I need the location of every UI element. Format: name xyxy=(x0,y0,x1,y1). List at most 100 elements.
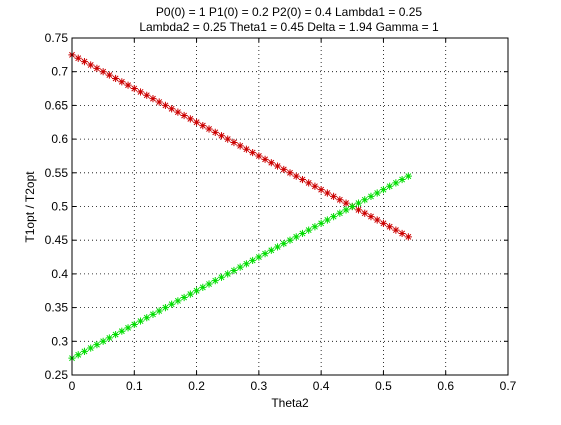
data-point xyxy=(342,206,350,214)
data-point xyxy=(280,165,288,174)
y-tick-label: 0.75 xyxy=(45,31,69,45)
data-point xyxy=(323,216,331,224)
data-point xyxy=(348,202,356,211)
data-point xyxy=(361,209,369,217)
data-point xyxy=(305,226,313,234)
data-point xyxy=(261,155,269,163)
data-point xyxy=(180,293,188,302)
data-point xyxy=(224,135,232,143)
data-point xyxy=(186,290,194,298)
data-point xyxy=(379,186,388,194)
data-point xyxy=(373,216,381,224)
data-point xyxy=(367,192,375,200)
data-point xyxy=(236,263,244,271)
data-point xyxy=(249,148,257,157)
y-tick-label: 0.3 xyxy=(51,334,68,348)
data-point xyxy=(404,172,412,180)
data-point xyxy=(217,273,226,281)
data-point xyxy=(311,223,319,231)
y-axis-label: T1opt / T2opt xyxy=(23,171,37,243)
data-point xyxy=(99,337,107,345)
data-point xyxy=(398,229,406,238)
y-tick-label: 0.7 xyxy=(51,65,68,79)
x-tick-label: 0.1 xyxy=(126,379,143,393)
data-point xyxy=(373,189,381,197)
data-point xyxy=(124,324,132,332)
x-tick-label: 0.2 xyxy=(188,379,205,393)
data-point xyxy=(286,236,294,244)
x-tick-label: 0 xyxy=(69,379,76,393)
data-point xyxy=(143,314,151,322)
data-point xyxy=(87,61,95,69)
data-point xyxy=(336,196,344,204)
data-point xyxy=(87,344,95,352)
data-point xyxy=(192,118,201,126)
data-point xyxy=(242,145,250,153)
data-point xyxy=(168,105,176,113)
y-tick-label: 0.6 xyxy=(51,132,68,146)
data-point xyxy=(273,162,282,170)
data-point xyxy=(80,57,89,66)
y-tick-label: 0.25 xyxy=(45,368,69,382)
data-point xyxy=(311,182,319,190)
data-point xyxy=(74,351,82,359)
data-point xyxy=(242,260,250,268)
data-point xyxy=(361,196,369,204)
data-point xyxy=(93,64,101,72)
data-point xyxy=(392,179,400,187)
data-point xyxy=(298,175,307,184)
data-point xyxy=(249,256,257,265)
data-point xyxy=(354,199,363,207)
x-tick-labels: 0 0.1 0.2 0.3 0.4 0.5 0.6 0.7 xyxy=(69,379,517,393)
y-tick-label: 0.65 xyxy=(45,98,69,112)
data-point xyxy=(336,209,344,217)
data-point xyxy=(124,81,132,89)
y-tick-label: 0.55 xyxy=(45,166,69,180)
data-point xyxy=(99,68,107,76)
data-point xyxy=(149,310,157,318)
data-point xyxy=(317,219,325,227)
data-point xyxy=(174,108,182,116)
data-point xyxy=(205,125,213,133)
data-point xyxy=(379,219,388,227)
data-point xyxy=(105,71,113,79)
data-point xyxy=(118,78,126,86)
data-point xyxy=(286,169,294,177)
x-tick-label: 0.5 xyxy=(375,379,392,393)
data-point xyxy=(354,206,363,214)
data-point xyxy=(317,186,325,194)
data-point xyxy=(267,246,275,254)
data-point xyxy=(292,172,300,180)
data-point xyxy=(136,317,145,325)
data-point xyxy=(168,300,176,308)
plot-frame-border xyxy=(71,37,509,376)
data-point xyxy=(112,330,120,339)
data-point xyxy=(298,229,307,238)
chart-title-line-1: P0(0) = 1 P1(0) = 0.2 P2(0) = 0.4 Lambda… xyxy=(156,5,422,19)
data-point xyxy=(330,213,338,221)
data-point xyxy=(161,101,170,109)
data-point xyxy=(305,179,313,187)
y-tick-label: 0.4 xyxy=(51,267,68,281)
y-tick-labels: 0.25 0.3 0.35 0.4 0.45 0.5 0.55 0.6 0.65 0.7 0.75 xyxy=(45,31,69,382)
data-point xyxy=(255,152,263,160)
data-point xyxy=(80,347,89,356)
x-tick-label: 0.7 xyxy=(500,379,517,393)
data-point xyxy=(93,341,101,349)
data-point xyxy=(392,226,400,234)
data-point xyxy=(230,138,238,147)
data-point xyxy=(292,233,300,241)
data-point xyxy=(149,95,157,103)
data-point xyxy=(105,334,113,342)
y-tick-label: 0.35 xyxy=(45,301,69,315)
data-point xyxy=(367,213,375,221)
data-point xyxy=(398,175,406,184)
data-point xyxy=(280,239,288,248)
data-point xyxy=(211,128,219,136)
data-point xyxy=(230,266,238,275)
data-point xyxy=(261,250,269,258)
data-point xyxy=(236,142,244,150)
x-tick-label: 0.4 xyxy=(313,379,330,393)
data-point xyxy=(136,88,145,96)
